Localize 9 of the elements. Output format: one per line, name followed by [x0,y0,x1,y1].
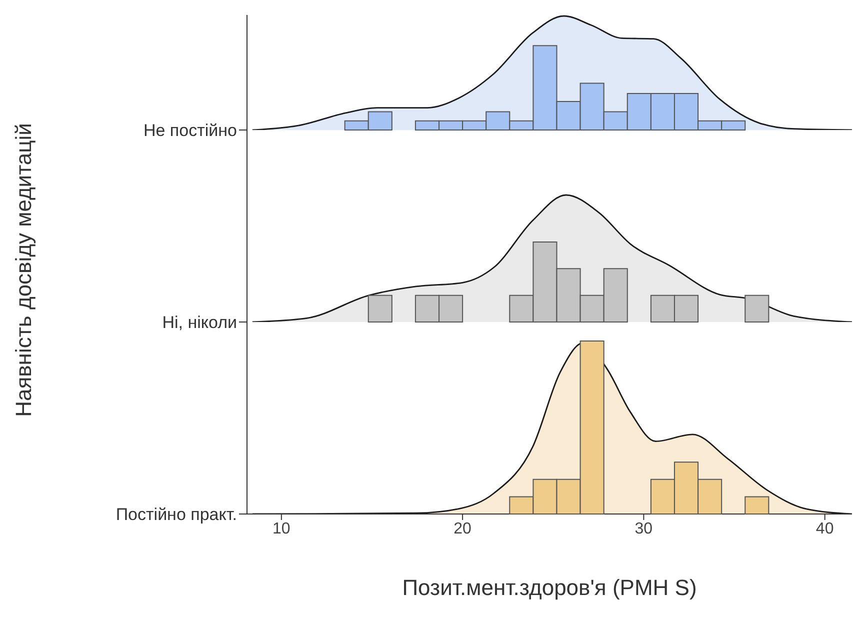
x-tick-label: 40 [816,520,834,538]
series-label: Постійно практ. [116,505,237,524]
y-axis-title: Наявність досвіду медитацій [11,123,37,417]
series-label: Не постійно [143,121,237,140]
x-tick-label: 20 [454,520,472,538]
x-tick-label: 30 [634,520,653,538]
x-axis-title: Позит.мент.здоров'я (PMH S) [402,575,697,600]
x-tick-label: 10 [272,520,290,538]
series-label: Ні, ніколи [162,313,237,332]
